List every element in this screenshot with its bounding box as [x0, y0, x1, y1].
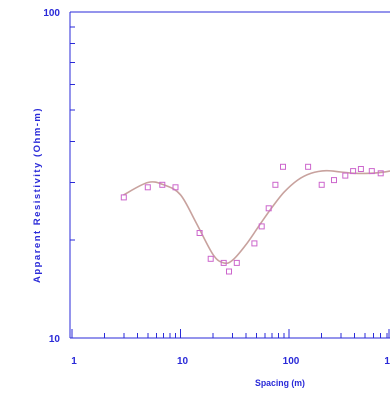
observed-data-point	[377, 170, 384, 177]
observed-data-point	[265, 205, 272, 212]
x-axis-title: Spacing (m)	[255, 378, 305, 388]
observed-points-series	[120, 163, 384, 275]
observed-data-point	[220, 259, 227, 266]
observed-data-point	[368, 168, 375, 175]
model-curve-line	[123, 169, 390, 265]
plot-frame	[69, 11, 390, 339]
observed-data-point	[318, 181, 325, 188]
x-tick-label: 1000	[384, 356, 390, 367]
x-tick-label: 10	[177, 356, 189, 367]
observed-data-point	[144, 184, 151, 191]
observed-data-point	[342, 172, 349, 179]
y-axis-ticks	[70, 11, 79, 339]
model-curve-series	[123, 169, 390, 265]
observed-data-point	[159, 181, 166, 188]
observed-data-point	[280, 163, 286, 170]
y-tick-label: 100	[43, 8, 60, 19]
x-axis-tick-labels: 1 10 100 1000	[71, 356, 390, 367]
observed-data-point	[251, 240, 258, 247]
observed-data-point	[357, 166, 364, 172]
x-tick-label: 1	[71, 356, 77, 367]
observed-data-point	[172, 184, 179, 191]
observed-data-point	[196, 230, 203, 236]
observed-data-point	[305, 163, 312, 170]
observed-data-point	[120, 194, 127, 201]
observed-data-point	[331, 177, 337, 184]
observed-data-point	[226, 268, 232, 275]
observed-data-point	[350, 168, 357, 175]
observed-data-point	[233, 259, 240, 266]
x-axis-ticks	[71, 329, 390, 338]
y-axis-tick-labels: 10 100	[43, 8, 60, 345]
y-tick-label: 10	[49, 334, 61, 345]
observed-data-point	[258, 223, 265, 230]
y-axis-title: Apparent Resistivity (Ohm-m)	[32, 107, 43, 283]
observed-data-point	[272, 181, 279, 188]
x-tick-label: 100	[283, 356, 300, 367]
observed-data-point	[207, 255, 214, 262]
